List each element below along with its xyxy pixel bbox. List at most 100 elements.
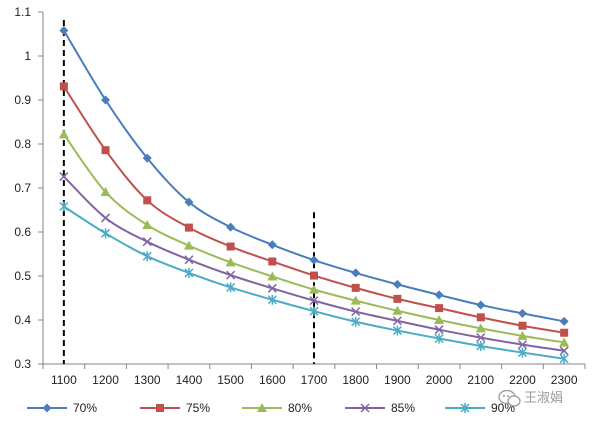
x-tick-label: 2200 xyxy=(509,373,536,387)
legend-item: 85% xyxy=(345,401,415,415)
data-point xyxy=(351,268,361,278)
data-point xyxy=(476,313,485,322)
legend-marker xyxy=(42,403,52,413)
x-tick-label: 1100 xyxy=(51,373,77,387)
data-point xyxy=(59,25,69,35)
y-tick-label: 1 xyxy=(24,49,31,63)
data-point xyxy=(184,197,194,207)
watermark-text: 王淑娟 xyxy=(524,390,563,405)
data-point xyxy=(225,257,236,267)
data-point xyxy=(392,316,402,326)
data-point xyxy=(142,219,153,229)
data-point xyxy=(226,242,235,251)
data-point xyxy=(476,340,486,351)
legend-label: 75% xyxy=(186,401,210,415)
data-point xyxy=(58,129,69,139)
data-point xyxy=(475,323,486,333)
data-point xyxy=(518,321,527,330)
data-point xyxy=(392,305,403,315)
data-point xyxy=(267,271,278,281)
y-tick-label: 0.5 xyxy=(14,269,31,283)
data-point xyxy=(351,316,361,327)
y-tick-label: 0.4 xyxy=(14,313,31,327)
data-point xyxy=(350,295,361,305)
data-point xyxy=(434,333,444,344)
data-point xyxy=(559,353,569,364)
x-tick-label: 1500 xyxy=(217,373,244,387)
y-tick-label: 1.1 xyxy=(14,5,31,19)
data-point xyxy=(184,255,194,265)
legend-item: 70% xyxy=(27,401,97,415)
series-layer xyxy=(58,25,570,364)
data-point xyxy=(559,346,569,356)
data-point xyxy=(183,240,194,250)
data-point xyxy=(392,279,402,289)
data-point xyxy=(309,296,319,306)
data-point xyxy=(101,95,111,105)
data-point xyxy=(434,290,444,300)
x-tick-label: 1700 xyxy=(301,373,328,387)
x-tick-label: 1300 xyxy=(134,373,161,387)
data-point xyxy=(476,300,486,310)
data-point xyxy=(392,325,402,336)
data-point xyxy=(393,294,402,303)
data-point xyxy=(309,284,319,294)
y-tick-labels: 0.3 0.4 0.5 0.6 0.7 0.8 0.9 1 1.1 xyxy=(14,5,31,371)
legend: 70% 75% 80% 85% 90% xyxy=(27,401,515,415)
chat-bubble-icon xyxy=(498,389,521,407)
series-90% xyxy=(59,201,569,364)
data-point xyxy=(101,228,111,239)
x-tick-labels: 1100 1200 1300 1400 1500 1600 1700 1800 1900 2000… xyxy=(51,373,578,387)
data-point xyxy=(309,306,319,317)
data-point xyxy=(517,330,528,340)
y-tick-label: 0.7 xyxy=(14,181,31,195)
data-point xyxy=(267,294,277,305)
legend-marker xyxy=(257,403,267,412)
series-75% xyxy=(59,82,569,337)
data-point xyxy=(101,146,110,155)
data-point xyxy=(267,240,277,250)
series-80% xyxy=(58,129,570,347)
x-tick-label: 1400 xyxy=(176,373,203,387)
data-point xyxy=(434,325,444,335)
data-point xyxy=(226,282,236,293)
legend-marker xyxy=(460,403,470,413)
x-tick-label: 1900 xyxy=(384,373,411,387)
data-point xyxy=(435,304,444,313)
data-point xyxy=(142,237,152,247)
data-point xyxy=(142,153,152,163)
data-point xyxy=(559,316,569,326)
series-85% xyxy=(59,172,569,356)
data-point xyxy=(351,307,361,317)
axes xyxy=(38,11,586,369)
data-point xyxy=(184,267,194,278)
data-point xyxy=(559,337,570,347)
data-point xyxy=(267,283,277,293)
legend-label: 80% xyxy=(288,401,312,415)
data-point xyxy=(100,186,111,196)
data-point xyxy=(226,270,236,280)
legend-marker xyxy=(360,403,370,413)
x-tick-label: 2100 xyxy=(467,373,494,387)
series-70% xyxy=(59,25,569,326)
x-tick-label: 1200 xyxy=(92,373,119,387)
data-point xyxy=(310,271,318,280)
data-point xyxy=(351,283,360,292)
data-point xyxy=(143,196,152,205)
data-point xyxy=(434,315,445,324)
data-point xyxy=(476,333,486,343)
legend-label: 70% xyxy=(73,401,97,415)
data-point xyxy=(59,82,68,91)
data-point xyxy=(517,347,527,358)
legend-item: 75% xyxy=(140,401,210,415)
y-tick-label: 0.8 xyxy=(14,137,31,151)
data-point xyxy=(517,340,527,350)
watermark: 王淑娟 xyxy=(498,389,563,407)
legend-marker xyxy=(156,404,164,412)
legend-item: 80% xyxy=(242,401,312,415)
data-point xyxy=(59,172,69,182)
data-point xyxy=(560,328,569,337)
data-point xyxy=(184,223,193,232)
legend-label: 85% xyxy=(391,401,415,415)
